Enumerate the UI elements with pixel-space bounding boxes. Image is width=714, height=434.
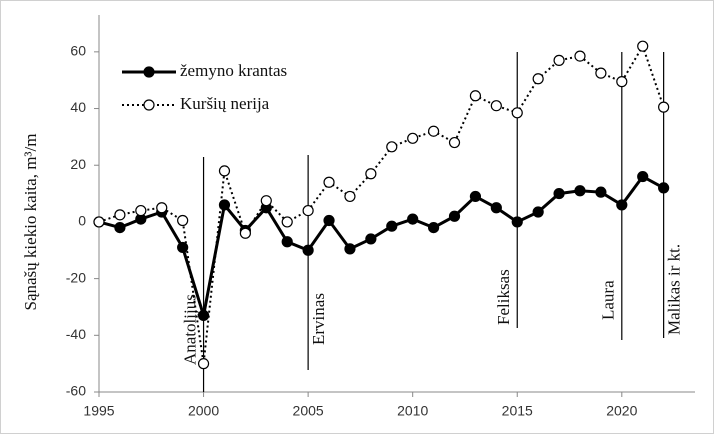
marker <box>574 50 586 62</box>
y-tick-label: -40 <box>66 326 86 342</box>
marker <box>135 204 147 217</box>
marker <box>260 195 272 207</box>
marker <box>553 187 565 200</box>
marker <box>490 100 502 112</box>
legend-marker <box>143 66 155 78</box>
y-tick-label: -60 <box>66 383 86 399</box>
marker <box>177 241 189 254</box>
x-tick-label: 2015 <box>502 403 533 419</box>
y-tick-label: -20 <box>66 269 86 285</box>
x-tick-label: 2020 <box>606 403 637 419</box>
marker <box>637 40 649 52</box>
marker <box>281 236 293 248</box>
marker <box>574 185 586 197</box>
marker <box>532 206 544 218</box>
marker <box>490 202 502 214</box>
marker <box>469 190 482 203</box>
marker <box>616 199 628 211</box>
marker <box>281 216 293 228</box>
marker <box>407 213 419 225</box>
marker <box>469 90 482 102</box>
marker <box>616 76 628 88</box>
marker <box>365 168 377 180</box>
event-label: Malikas ir kt. <box>665 244 684 335</box>
marker <box>114 209 126 221</box>
marker <box>532 73 544 85</box>
marker <box>407 132 419 144</box>
marker <box>323 176 335 188</box>
marker <box>239 227 251 239</box>
marker <box>448 210 461 222</box>
marker <box>344 243 356 255</box>
marker <box>93 216 105 228</box>
legend-marker <box>143 99 155 111</box>
marker <box>344 190 356 203</box>
marker <box>177 214 189 227</box>
marker <box>595 67 607 79</box>
event-label: Ervinas <box>309 293 328 345</box>
marker <box>302 204 314 217</box>
marker <box>511 216 523 228</box>
marker <box>448 136 461 149</box>
x-tick-label: 2000 <box>188 403 219 419</box>
marker <box>427 125 440 137</box>
event-label: Anatolijus <box>180 294 199 365</box>
marker <box>365 233 377 245</box>
marker <box>658 182 670 194</box>
marker <box>637 170 649 183</box>
y-tick-label: 0 <box>78 213 86 229</box>
marker <box>386 141 398 153</box>
marker <box>114 221 126 234</box>
marker <box>197 309 210 322</box>
series-line <box>98 43 665 364</box>
marker <box>197 358 210 370</box>
marker <box>323 214 335 227</box>
event-label: Feliksas <box>494 269 513 325</box>
marker <box>553 54 565 66</box>
y-tick-label: 20 <box>70 156 86 172</box>
marker <box>218 165 231 177</box>
marker <box>156 202 168 214</box>
marker <box>302 244 314 256</box>
marker <box>386 220 398 232</box>
marker <box>511 107 523 119</box>
x-tick-label: 1995 <box>83 403 114 419</box>
y-tick-label: 60 <box>70 43 86 59</box>
x-tick-label: 2010 <box>397 403 428 419</box>
marker <box>427 221 440 234</box>
event-label: Laura <box>599 280 618 320</box>
y-axis-label: Sąnašų kiekio kaita, m³/m <box>21 134 40 311</box>
series-line <box>98 174 665 316</box>
x-tick-label: 2005 <box>293 403 324 419</box>
marker <box>658 101 670 113</box>
marker <box>595 186 607 198</box>
legend-label: žemyno krantas <box>180 61 287 80</box>
legend-label: Kuršių nerija <box>180 94 270 113</box>
y-tick-label: 40 <box>70 99 86 115</box>
